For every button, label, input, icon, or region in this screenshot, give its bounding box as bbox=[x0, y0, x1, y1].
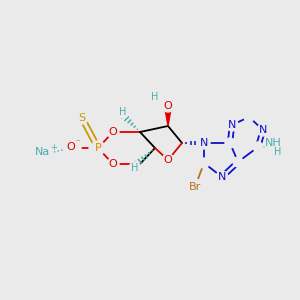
Circle shape bbox=[149, 91, 161, 103]
Text: N: N bbox=[259, 125, 267, 135]
Text: O: O bbox=[109, 159, 117, 169]
Circle shape bbox=[187, 179, 203, 195]
Text: N: N bbox=[228, 120, 236, 130]
Circle shape bbox=[253, 142, 263, 152]
Circle shape bbox=[233, 157, 243, 167]
Text: H: H bbox=[131, 163, 139, 173]
Text: H: H bbox=[151, 92, 159, 102]
Text: N: N bbox=[200, 138, 208, 148]
Circle shape bbox=[265, 139, 281, 155]
Circle shape bbox=[117, 106, 129, 118]
Circle shape bbox=[107, 158, 119, 170]
Text: +: + bbox=[51, 142, 57, 152]
Text: H: H bbox=[119, 107, 127, 117]
Polygon shape bbox=[164, 106, 172, 126]
Circle shape bbox=[76, 112, 88, 124]
Circle shape bbox=[216, 171, 228, 183]
Circle shape bbox=[225, 138, 235, 148]
Circle shape bbox=[129, 162, 141, 174]
Text: N: N bbox=[218, 172, 226, 182]
Circle shape bbox=[199, 158, 209, 168]
Circle shape bbox=[257, 124, 269, 136]
Text: ⁻: ⁻ bbox=[76, 137, 80, 146]
Text: O: O bbox=[164, 155, 172, 165]
Text: S: S bbox=[78, 113, 85, 123]
Circle shape bbox=[268, 138, 286, 156]
Circle shape bbox=[162, 154, 174, 166]
Circle shape bbox=[226, 119, 238, 131]
Circle shape bbox=[107, 126, 119, 138]
Text: O: O bbox=[67, 142, 75, 152]
Circle shape bbox=[64, 140, 80, 156]
Text: O: O bbox=[164, 101, 172, 111]
Circle shape bbox=[30, 142, 50, 162]
Circle shape bbox=[244, 112, 254, 122]
Circle shape bbox=[198, 137, 210, 149]
Text: H: H bbox=[274, 147, 282, 157]
Text: NH: NH bbox=[265, 138, 281, 148]
Text: Br: Br bbox=[189, 182, 201, 192]
Text: P: P bbox=[94, 143, 101, 153]
Text: Na: Na bbox=[35, 147, 51, 157]
Text: O: O bbox=[109, 127, 117, 137]
Circle shape bbox=[162, 100, 174, 112]
Circle shape bbox=[91, 141, 105, 155]
